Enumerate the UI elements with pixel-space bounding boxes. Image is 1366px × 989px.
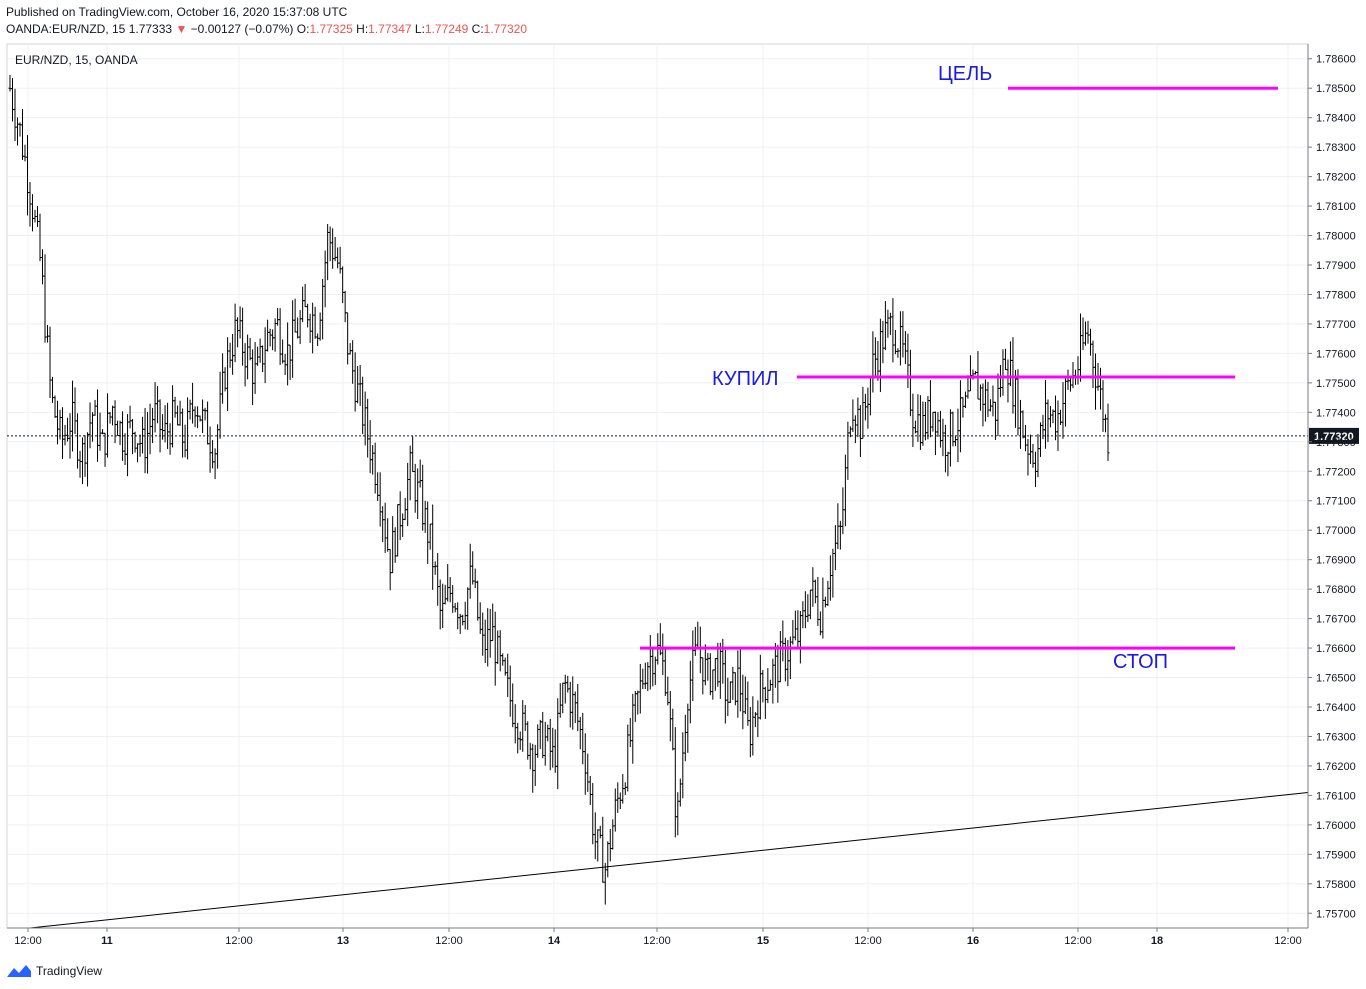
y-tick-label: 1.78200 [1316, 172, 1356, 184]
open-label: O: [296, 22, 310, 36]
close-value: 1.77320 [483, 22, 528, 36]
y-tick-label: 1.78100 [1316, 201, 1356, 213]
y-tick-label: 1.76500 [1316, 673, 1356, 685]
y-tick-label: 1.76900 [1316, 555, 1356, 567]
tradingview-logo-text: TradingView [36, 964, 103, 978]
y-tick-label: 1.77500 [1316, 378, 1356, 390]
price-change: −0.00127 (−0.07%) [190, 22, 294, 36]
last-price: 1.77333 [128, 22, 173, 36]
y-tick-label: 1.77400 [1316, 407, 1356, 419]
x-tick-label: 12:00 [225, 935, 253, 947]
buy-level-label: КУПИЛ [712, 368, 778, 390]
open-value: 1.77325 [309, 22, 353, 36]
y-tick-label: 1.78400 [1316, 113, 1356, 125]
x-tick-label: 12:00 [1274, 935, 1302, 947]
legend-title: EUR/NZD, 15, OANDA [15, 53, 138, 67]
tradingview-logo-icon [7, 965, 31, 977]
y-tick-label: 1.76700 [1316, 614, 1356, 626]
symbol-info-bar: OANDA:EUR/NZD, 15 1.77333 ▼ −0.00127 (−0… [6, 22, 527, 36]
tradingview-logo[interactable]: TradingView [6, 961, 102, 981]
y-tick-label: 1.77200 [1316, 466, 1356, 478]
symbol-name: OANDA:EUR/NZD, 15 [6, 22, 126, 36]
y-tick-label: 1.75900 [1316, 849, 1356, 861]
down-arrow-icon: ▼ [175, 22, 188, 36]
x-tick-label: 16 [967, 935, 979, 947]
y-tick-label: 1.76000 [1316, 820, 1356, 832]
y-tick-label: 1.78300 [1316, 142, 1356, 154]
high-label: H: [356, 22, 369, 36]
y-tick-label: 1.75700 [1316, 908, 1356, 920]
x-tick-label: 13 [337, 935, 349, 947]
y-tick-label: 1.76400 [1316, 702, 1356, 714]
y-tick-label: 1.77700 [1316, 319, 1356, 331]
x-tick-label: 12:00 [854, 935, 882, 947]
y-tick-label: 1.77000 [1316, 525, 1356, 537]
x-tick-label: 14 [548, 935, 561, 947]
published-info: Published on TradingView.com, October 16… [6, 5, 348, 19]
current-price-label: 1.77320 [1314, 431, 1354, 443]
y-tick-label: 1.77600 [1316, 348, 1356, 360]
stop-level-label: СТОП [1113, 651, 1168, 673]
y-tick-label: 1.76200 [1316, 761, 1356, 773]
y-tick-label: 1.76300 [1316, 731, 1356, 743]
y-tick-label: 1.76800 [1316, 584, 1356, 596]
high-value: 1.77347 [368, 22, 412, 36]
x-tick-label: 12:00 [1064, 935, 1092, 947]
current-price-badge [1309, 427, 1359, 444]
y-tick-label: 1.78600 [1316, 54, 1356, 66]
x-tick-label: 11 [101, 935, 113, 947]
y-tick-label: 1.78500 [1316, 83, 1356, 95]
y-tick-label: 1.78000 [1316, 231, 1356, 243]
y-tick-label: 1.77100 [1316, 496, 1356, 508]
low-value: 1.77249 [424, 22, 469, 36]
x-tick-label: 12:00 [435, 935, 463, 947]
y-tick-label: 1.76600 [1316, 643, 1356, 655]
y-tick-label: 1.77800 [1316, 289, 1356, 301]
x-tick-label: 12:00 [14, 935, 42, 947]
target-level-label: ЦЕЛЬ [938, 63, 992, 85]
y-tick-label: 1.77900 [1316, 260, 1356, 272]
x-tick-label: 18 [1151, 935, 1163, 947]
x-tick-label: 15 [757, 935, 769, 947]
y-tick-label: 1.75800 [1316, 879, 1356, 891]
trend-line[interactable] [29, 791, 1309, 929]
y-tick-label: 1.76100 [1316, 790, 1356, 802]
y-tick-label: 1.77300 [1316, 437, 1356, 449]
low-label: L: [414, 22, 425, 36]
x-tick-label: 12:00 [643, 935, 671, 947]
close-label: C: [471, 22, 484, 36]
